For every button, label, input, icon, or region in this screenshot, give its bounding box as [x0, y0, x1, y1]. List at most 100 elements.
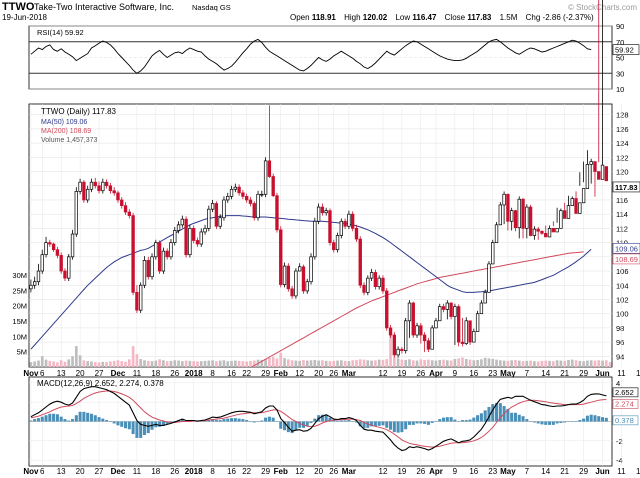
volume-bar — [33, 361, 37, 367]
volume-bar — [339, 360, 343, 367]
volume-bar — [188, 360, 192, 367]
price-candle — [233, 183, 237, 193]
x-tick-label: 18 — [636, 369, 640, 378]
price-candle — [176, 221, 181, 234]
volume-bar — [233, 360, 237, 367]
volume-bar — [109, 361, 112, 367]
price-candle — [438, 303, 442, 322]
candle-body — [150, 256, 154, 278]
macd-histogram-bar — [510, 412, 514, 422]
macd-histogram-bar — [279, 421, 283, 429]
candle-body — [472, 331, 476, 343]
price-candle — [184, 216, 188, 258]
macd-histogram-bar — [63, 419, 67, 422]
price-candle — [513, 209, 518, 232]
candle-body — [260, 193, 264, 196]
price-candle — [532, 226, 537, 240]
volume-bar — [135, 354, 139, 367]
macd-histogram-bar — [120, 421, 124, 427]
hist-value-label: 0.378 — [615, 416, 634, 425]
candle-body — [513, 210, 518, 229]
volume-bar — [120, 361, 124, 367]
volume-bar — [529, 360, 532, 367]
candle-body — [313, 220, 317, 258]
x-tick-label: 20 — [314, 369, 323, 378]
volume-bar — [158, 359, 161, 367]
ma50-legend: MA(50) 109.06 — [41, 119, 87, 126]
price-candle — [40, 249, 44, 274]
macd-histogram-bar — [411, 421, 415, 425]
macd-histogram-bar — [536, 421, 540, 424]
macd-histogram-bar — [453, 419, 457, 422]
volume-bar — [52, 361, 55, 367]
price-candle — [97, 181, 101, 194]
price-candle — [218, 214, 222, 230]
macd-histogram-bar — [33, 419, 37, 422]
price-candle — [192, 225, 196, 244]
volume-bar — [510, 360, 514, 367]
volume-bar — [374, 360, 377, 367]
price-candle — [279, 226, 283, 288]
candle-body — [192, 228, 196, 241]
x-tick-label: 13 — [57, 369, 66, 378]
macd-histogram-bar — [101, 418, 105, 422]
price-candle — [434, 317, 438, 329]
price-candle — [214, 201, 219, 230]
volume-bar — [283, 358, 286, 367]
price-candle — [161, 247, 166, 274]
volume-bar — [521, 361, 525, 367]
candle-body — [127, 211, 131, 216]
volume-bar — [525, 360, 529, 367]
volume-bar — [82, 360, 86, 367]
macd-histogram-bar — [521, 416, 525, 422]
price-tick-label: 98 — [616, 324, 624, 333]
x-tick-label: Mar — [342, 369, 356, 378]
macd-histogram-bar — [59, 416, 63, 422]
price-legend: TTWO (Daily) 117.83 — [41, 107, 117, 116]
volume-bar — [44, 359, 48, 367]
candle-body — [332, 242, 336, 251]
macd-histogram-bar — [563, 421, 567, 423]
macd-histogram-bar — [298, 421, 302, 428]
volume-bar — [411, 360, 415, 367]
x-tick-label: Feb — [274, 369, 288, 378]
price-candle — [578, 172, 582, 214]
macd-histogram-bar — [93, 415, 97, 422]
volume-bar — [93, 362, 97, 367]
volume-bar — [427, 359, 430, 367]
candle-body — [245, 196, 249, 201]
macd-histogram-bar — [593, 415, 597, 422]
price-candle — [74, 187, 78, 237]
price-candle — [36, 263, 41, 286]
volume-bar — [336, 360, 339, 367]
candle-body — [267, 160, 272, 177]
volume-tick-label: 5M — [17, 348, 27, 357]
candle-body — [199, 231, 203, 245]
volume-bar — [63, 361, 67, 367]
volume-bar — [264, 359, 267, 367]
price-candle — [112, 187, 116, 196]
price-candle — [165, 248, 169, 260]
macd-histogram-bar — [40, 416, 44, 422]
price-candle — [411, 301, 415, 338]
x-tick-label: 6 — [40, 369, 45, 378]
macd-histogram-bar — [419, 421, 423, 424]
price-candle — [351, 211, 355, 232]
price-candle — [271, 173, 275, 198]
ma50-line — [30, 215, 592, 350]
candle-body — [339, 220, 343, 236]
price-candle — [116, 190, 120, 203]
macd-tick-label: 4 — [616, 379, 620, 388]
price-tick-label: 96 — [616, 338, 624, 347]
volume-bar — [438, 359, 442, 367]
x-tick-label: 16 — [469, 467, 478, 476]
x-tick-label: 18 — [151, 369, 160, 378]
candle-body — [55, 249, 60, 256]
x-tick-label: 20 — [76, 467, 85, 476]
volume-bar — [355, 359, 358, 367]
price-candle — [415, 322, 419, 338]
macd-histogram-bar — [112, 421, 116, 424]
price-candle — [381, 275, 385, 294]
candle-body — [271, 176, 275, 197]
candle-body — [438, 306, 442, 322]
